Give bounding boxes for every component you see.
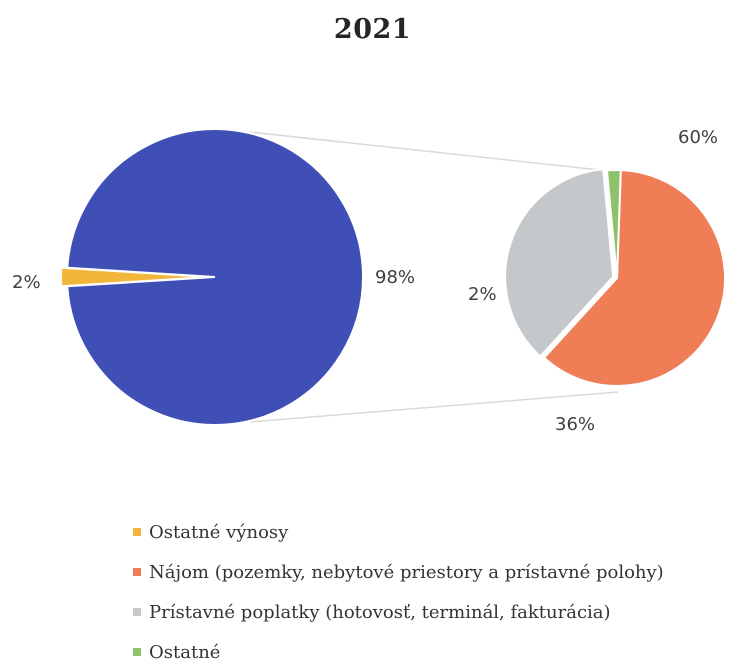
legend-swatch xyxy=(133,648,141,656)
data-label-ostatne: 2% xyxy=(468,284,497,305)
legend-item-pristavne-poplatky: Prístavné poplatky (hotovosť, terminál, … xyxy=(133,592,664,632)
data-label-main-other: 2% xyxy=(12,272,41,293)
data-label-najom: 60% xyxy=(678,127,718,148)
legend-item-ostatne-vynosy: Ostatné výnosy xyxy=(133,512,664,552)
legend-item-najom: Nájom (pozemky, nebytové priestory a prí… xyxy=(133,552,664,592)
secondary-pie-slice-2 xyxy=(605,169,622,279)
main-pie-slice-0 xyxy=(59,266,210,288)
connector-line-bottom xyxy=(249,391,619,423)
main-pie-slice-1 xyxy=(66,128,364,426)
main-pie xyxy=(59,128,364,426)
legend-swatch xyxy=(133,568,141,576)
legend-label: Ostatné výnosy xyxy=(149,521,289,543)
secondary-pie xyxy=(504,168,726,387)
data-label-pristavne-poplatky: 36% xyxy=(555,414,595,435)
data-label-main-large: 98% xyxy=(375,267,415,288)
secondary-pie-slice-0 xyxy=(542,169,726,387)
legend-swatch xyxy=(133,528,141,536)
chart-title: 2021 xyxy=(333,14,412,45)
secondary-pie-slice-1 xyxy=(504,168,615,358)
legend: Ostatné výnosy Nájom (pozemky, nebytové … xyxy=(133,512,664,672)
legend-item-ostatne: Ostatné xyxy=(133,632,664,672)
legend-label: Nájom (pozemky, nebytové priestory a prí… xyxy=(149,561,664,583)
connector-line-top xyxy=(249,131,601,171)
legend-swatch xyxy=(133,608,141,616)
legend-label: Prístavné poplatky (hotovosť, terminál, … xyxy=(149,601,611,623)
legend-label: Ostatné xyxy=(149,641,221,663)
